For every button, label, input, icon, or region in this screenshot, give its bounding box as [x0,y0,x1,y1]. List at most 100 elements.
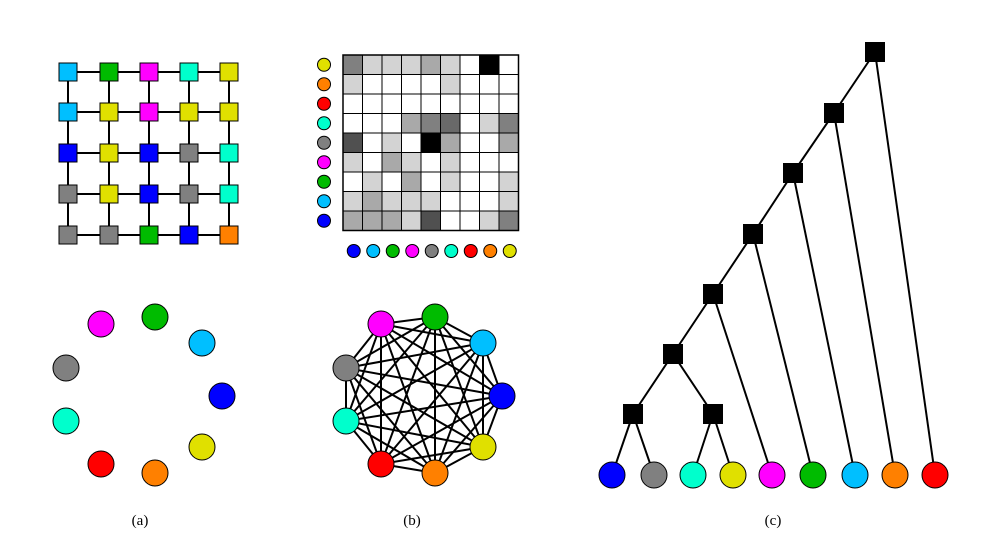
lattice-node-teal [219,184,239,204]
ring-node-magenta [87,310,115,338]
lattice-node-gray [58,184,78,204]
complete-graph-edge [434,316,503,397]
complete-graph-edge [345,367,382,465]
matrix-col-label-orange [483,244,498,258]
lattice-node-magenta [139,62,159,82]
lattice-node-cyan [58,62,78,82]
matrix-cell [459,191,480,212]
matrix-cell [362,132,383,153]
matrix-cell [401,113,422,134]
matrix-row-label-red [317,96,331,111]
complete-graph-node-blue [488,382,516,410]
matrix-cell [459,54,480,75]
lattice-node-teal [179,62,199,82]
lattice-node-yellow [219,102,239,122]
matrix-col-label-gray [424,244,439,258]
matrix-cell [459,74,480,95]
lattice-node-yellow [99,143,119,163]
matrix-cell [342,191,363,212]
tree-internal-node [703,404,723,424]
matrix-row-label-gray [317,135,331,150]
complete-graph-edge [345,367,436,474]
tree-leaf-blue [598,461,626,489]
matrix-cell [420,93,441,114]
lattice-nodes [58,62,239,245]
matrix-row-label-blue [317,213,331,228]
complete-graph-edge [434,316,484,448]
matrix-cell [401,210,422,231]
matrix-cell [362,210,383,231]
matrix-cell [498,93,519,114]
ring-node-gray [52,354,80,382]
complete-graph-edge [345,367,503,397]
matrix-cell [420,191,441,212]
complete-graph-edge [345,342,484,422]
tree-leaf-magenta [758,461,786,489]
matrix-cell [479,132,500,153]
ring-node-orange [141,459,169,487]
matrix-cell [440,191,461,212]
matrix-cell [362,54,383,75]
matrix-cell [381,152,402,173]
matrix-cell [381,191,402,212]
matrix-border [342,54,520,232]
lattice-node-gray [179,143,199,163]
matrix-row-labels [317,57,331,228]
matrix-cell [498,113,519,134]
matrix-cell [342,132,363,153]
matrix-cell [342,171,363,192]
matrix-cell [342,152,363,173]
matrix-cell [459,113,480,134]
tree-internal-node [824,103,844,123]
matrix-cell [479,74,500,95]
matrix-col-label-green [385,244,400,258]
lattice-node-blue [179,225,199,245]
similarity-matrix [342,54,520,232]
complete-graph-edge [380,323,484,344]
matrix-cell [381,93,402,114]
complete-graph-node-teal [332,407,360,435]
complete-graph-edge [345,367,484,448]
matrix-cell [342,54,363,75]
matrix-row-label-magenta [317,155,331,170]
tree-edge [874,51,936,476]
matrix-cell [381,74,402,95]
matrix-cell [498,171,519,192]
matrix-col-labels [346,244,517,258]
tree-internal-node [663,344,683,364]
matrix-cell [479,152,500,173]
matrix-cell [401,171,422,192]
matrix-cell [342,74,363,95]
ring-node-blue [208,382,236,410]
matrix-cell [498,74,519,95]
matrix-cell [498,132,519,153]
matrix-cell [479,93,500,114]
matrix-cell [479,191,500,212]
lattice-node-yellow [179,102,199,122]
matrix-cell [479,210,500,231]
complete-graph-edge [380,323,484,448]
matrix-cell [440,113,461,134]
matrix-cell [440,74,461,95]
matrix-cell [342,93,363,114]
caption-a: (a) [132,513,149,529]
lattice-node-gray [179,184,199,204]
tree-internal-node [783,163,803,183]
tree-leaf-cyan [841,461,869,489]
matrix-cell [362,74,383,95]
complete-graph-edge [434,395,503,474]
matrix-cell [420,210,441,231]
tree-leaf-gray [640,461,668,489]
lattice-node-yellow [99,184,119,204]
ring-node-teal [52,407,80,435]
lattice-node-green [99,62,119,82]
matrix-cell [459,93,480,114]
tree-edge [712,293,773,476]
matrix-cell [420,171,441,192]
matrix-cell [381,113,402,134]
tree-internal-node [865,42,885,62]
complete-graph-node-green [421,303,449,331]
matrix-cell [381,132,402,153]
matrix-cell [401,191,422,212]
complete-graph-edge [345,342,484,369]
